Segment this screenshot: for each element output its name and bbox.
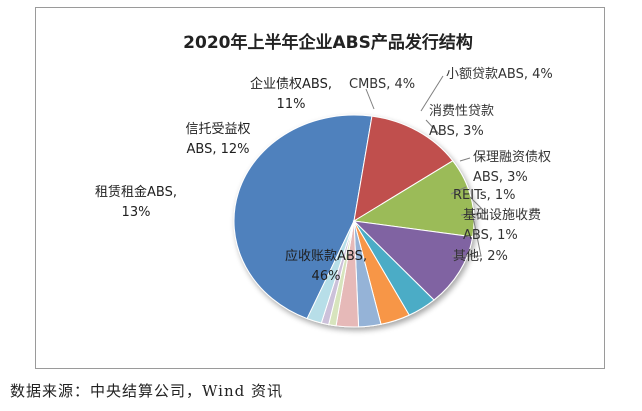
chart-title: 2020年上半年企业ABS产品发行结构 [183,32,473,53]
leader-line-6 [425,119,440,135]
slice-label-8: REITs, 1% [453,188,516,203]
leader-line-7 [459,157,471,162]
slice-label-2: 信托受益权 ABS, 12% [185,121,250,157]
source-note: 数据来源：中央结算公司，Wind 资讯 [10,382,283,400]
leader-line-8 [450,186,467,195]
slice-label-10: 其他, 2% [453,249,508,264]
slice-label-7: 保理融资债权 ABS, 3% [473,149,551,185]
pie-slice-2 [352,160,475,238]
pie-slices [233,114,475,328]
pie-slice-1 [353,115,454,222]
slice-label-3: 企业债权ABS, 11% [250,76,332,112]
chart-frame: 2020年上半年企业ABS产品发行结构 应收账款ABS, 46% 租赁租金ABS, 1… [35,7,605,369]
leader-line-10 [452,211,482,257]
pie-slice-0 [233,114,373,320]
slice-label-6: 消费性贷款 ABS, 3% [429,104,494,139]
leader-line-4 [365,88,375,110]
slice-labels: 应收账款ABS, 46% 租赁租金ABS, 13%信托受益权 ABS, 12%企业债权A… [95,67,553,284]
pie-slice-10 [306,220,355,324]
pie-slice-3 [352,220,474,301]
slice-label-0: 应收账款ABS, 46% [285,248,367,284]
leader-line-9 [460,196,488,216]
pie-chart: 2020年上半年企业ABS产品发行结构 应收账款ABS, 46% 租赁租金ABS, 1… [95,32,553,328]
leader-lines [365,75,488,257]
slice-label-5: 小额贷款ABS, 4% [446,67,553,82]
slice-label-1: 租赁租金ABS, 13% [95,184,177,220]
slice-label-4: CMBS, 4% [349,77,415,92]
slice-label-9: 基础设施收费 ABS, 1% [463,208,541,243]
leader-line-5 [420,75,444,112]
